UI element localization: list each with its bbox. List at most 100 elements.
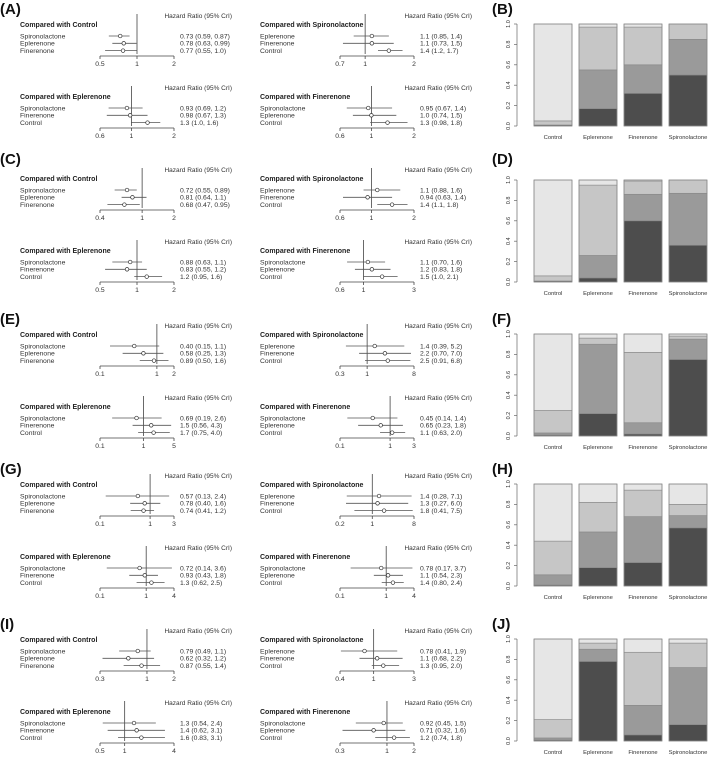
forest-ci-text: 0.71 (0.32, 1.6): [420, 728, 466, 735]
forest-title: Compared with Spironolactone: [260, 637, 364, 644]
y-tick-label: 1.0: [506, 635, 512, 643]
x-tick-label: 1: [130, 133, 134, 140]
forest-ci-text: 1.4 (1.2, 1.7): [420, 48, 459, 55]
bar-outline: [578, 483, 618, 587]
forest-ci-text: 0.81 (0.64, 1.1): [180, 195, 226, 202]
bar-outline: [533, 483, 573, 587]
x-tick-label: 1: [365, 371, 369, 378]
forest-plot: Hazard Ratio (95% CrI) Compared with Eple…: [20, 700, 232, 755]
stacked-bar-chart: 0.0 0.2 0.4 0.6 0.8 1.0 Control Eplerenone Finer…: [506, 635, 708, 756]
y-tick-label: 0.6: [506, 676, 512, 684]
forest-title: Compared with Spironolactone: [260, 332, 364, 339]
forest-row-label: Eplerenone: [260, 343, 295, 350]
x-category-label: Finerenone: [628, 595, 657, 601]
bar-outline: [578, 23, 618, 127]
panel-label: (D): [492, 151, 513, 168]
bar-segment-rank-3: [668, 504, 708, 516]
x-tick-label: 3: [412, 676, 416, 683]
point-estimate: [369, 113, 374, 118]
bar-segment-rank-3: [623, 352, 663, 424]
x-tick-label: 3: [412, 443, 416, 450]
x-tick-label: 2: [412, 133, 416, 140]
forest-title: Compared with Eplerenone: [20, 709, 111, 716]
y-tick-label: 0.4: [506, 541, 512, 549]
forest-row-label: Finerenone: [20, 267, 55, 274]
forest-ci-text: 1.1 (0.63, 2.0): [420, 430, 462, 437]
forest-title: Compared with Eplerenone: [20, 94, 111, 101]
forest-row-label: Control: [260, 580, 282, 587]
point-estimate: [378, 423, 383, 428]
point-estimate: [139, 663, 144, 668]
forest-title: Compared with Control: [20, 22, 97, 29]
bar-segment-rank-2: [668, 38, 708, 76]
forest-row-label: Eplerenone: [260, 493, 295, 500]
forest-ci-text: 1.3 (0.95, 2.0): [420, 663, 462, 670]
forest-ci-text: 1.1 (0.73, 1.5): [420, 41, 462, 48]
bar-segment-rank-3: [578, 642, 618, 650]
point-estimate: [376, 493, 382, 499]
forest-ci-text: 0.95 (0.67, 1.4): [420, 105, 466, 112]
x-category-label: Finerenone: [628, 135, 657, 141]
row-svg: (A) (B) Hazard Ratio (95% CrI) Compared wit…: [0, 1, 708, 141]
bar-segment-rank-3: [578, 502, 618, 533]
forest-row-label: Spironolactone: [260, 565, 306, 572]
forest-row-label: Control: [260, 48, 282, 55]
forest-ci-text: 1.3 (0.98, 1.8): [420, 120, 462, 127]
bar-segment-rank-4: [578, 179, 618, 186]
figure-row: (E) (F) Hazard Ratio (95% CrI) Compared wit…: [0, 310, 709, 460]
x-tick-label: 1: [123, 748, 127, 755]
panel-label: (H): [492, 461, 513, 478]
x-tick-label: 3: [412, 287, 416, 294]
bar-outline: [668, 333, 708, 437]
forest-ci-text: 0.83 (0.55, 1.2): [180, 267, 226, 274]
forest-header: Hazard Ratio (95% CrI): [164, 628, 232, 635]
point-estimate: [122, 202, 127, 207]
bar-segment-rank-3: [623, 651, 663, 706]
x-category-label: Spironolactone: [669, 750, 708, 756]
x-tick-label: 1: [362, 287, 366, 294]
forest-plot: Hazard Ratio (95% CrI) Compared with Spir…: [260, 628, 472, 683]
forest-ci-text: 1.4 (0.80, 2.4): [420, 580, 462, 587]
point-estimate: [386, 48, 392, 53]
bar-segment-rank-3: [533, 275, 573, 282]
panel-label: (A): [0, 1, 21, 18]
forest-row-label: Control: [20, 735, 42, 742]
bar-segment-rank-1: [623, 734, 663, 742]
point-estimate: [120, 48, 126, 53]
x-category-label: Eplerenone: [583, 750, 613, 756]
bar-segment-rank-3: [668, 179, 708, 194]
x-tick-label: 0.6: [335, 133, 345, 140]
x-tick-label: 3: [172, 521, 176, 528]
forest-ci-text: 0.78 (0.17, 3.7): [420, 565, 466, 572]
x-category-label: Control: [544, 750, 563, 756]
forest-title: Compared with Control: [20, 332, 97, 339]
forest-row-label: Spironolactone: [20, 33, 66, 40]
forest-row-label: Spironolactone: [20, 105, 66, 112]
x-tick-label: 2: [172, 61, 176, 68]
point-estimate: [375, 656, 380, 661]
bar-segment-rank-4: [533, 638, 573, 720]
bar-segment-rank-2: [623, 705, 663, 736]
point-estimate: [139, 735, 144, 740]
bar-segment-rank-1: [578, 567, 618, 587]
forest-plot: Hazard Ratio (95% CrI) Compared with Eple…: [20, 85, 232, 140]
forest-header: Hazard Ratio (95% CrI): [404, 395, 472, 402]
y-tick-label: 0.6: [506, 61, 512, 69]
bar-segment-rank-3: [578, 26, 618, 71]
bar-segment-rank-4: [578, 638, 618, 644]
point-estimate: [375, 501, 380, 506]
point-estimate: [118, 33, 123, 39]
forest-plot: Hazard Ratio (95% CrI) Compared with Fine…: [260, 395, 472, 450]
forest-row-label: Spironolactone: [260, 720, 306, 727]
bar-segment-rank-1: [668, 244, 708, 283]
forest-row-label: Finerenone: [20, 423, 55, 430]
x-tick-label: 1: [148, 521, 152, 528]
forest-ci-text: 0.93 (0.69, 1.2): [180, 105, 226, 112]
y-tick-label: 0.6: [506, 371, 512, 379]
x-tick-label: 2: [172, 371, 176, 378]
bar-segment-rank-3: [623, 26, 663, 66]
bar-segment-rank-3: [668, 335, 708, 340]
bar-segment-rank-1: [623, 562, 663, 587]
x-tick-label: 0.1: [95, 521, 105, 528]
